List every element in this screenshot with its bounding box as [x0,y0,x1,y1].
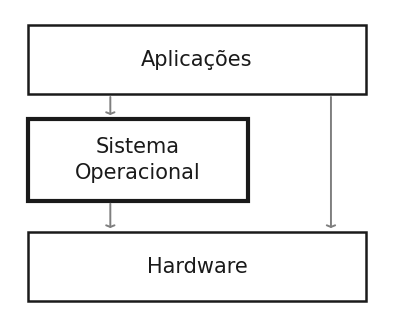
Bar [28,119,248,201]
Text: Sistema
Operacional: Sistema Operacional [75,137,201,183]
Text: Aplicações: Aplicações [141,50,253,70]
Text: Hardware: Hardware [147,257,247,277]
Bar [28,25,366,94]
Bar [28,232,366,301]
